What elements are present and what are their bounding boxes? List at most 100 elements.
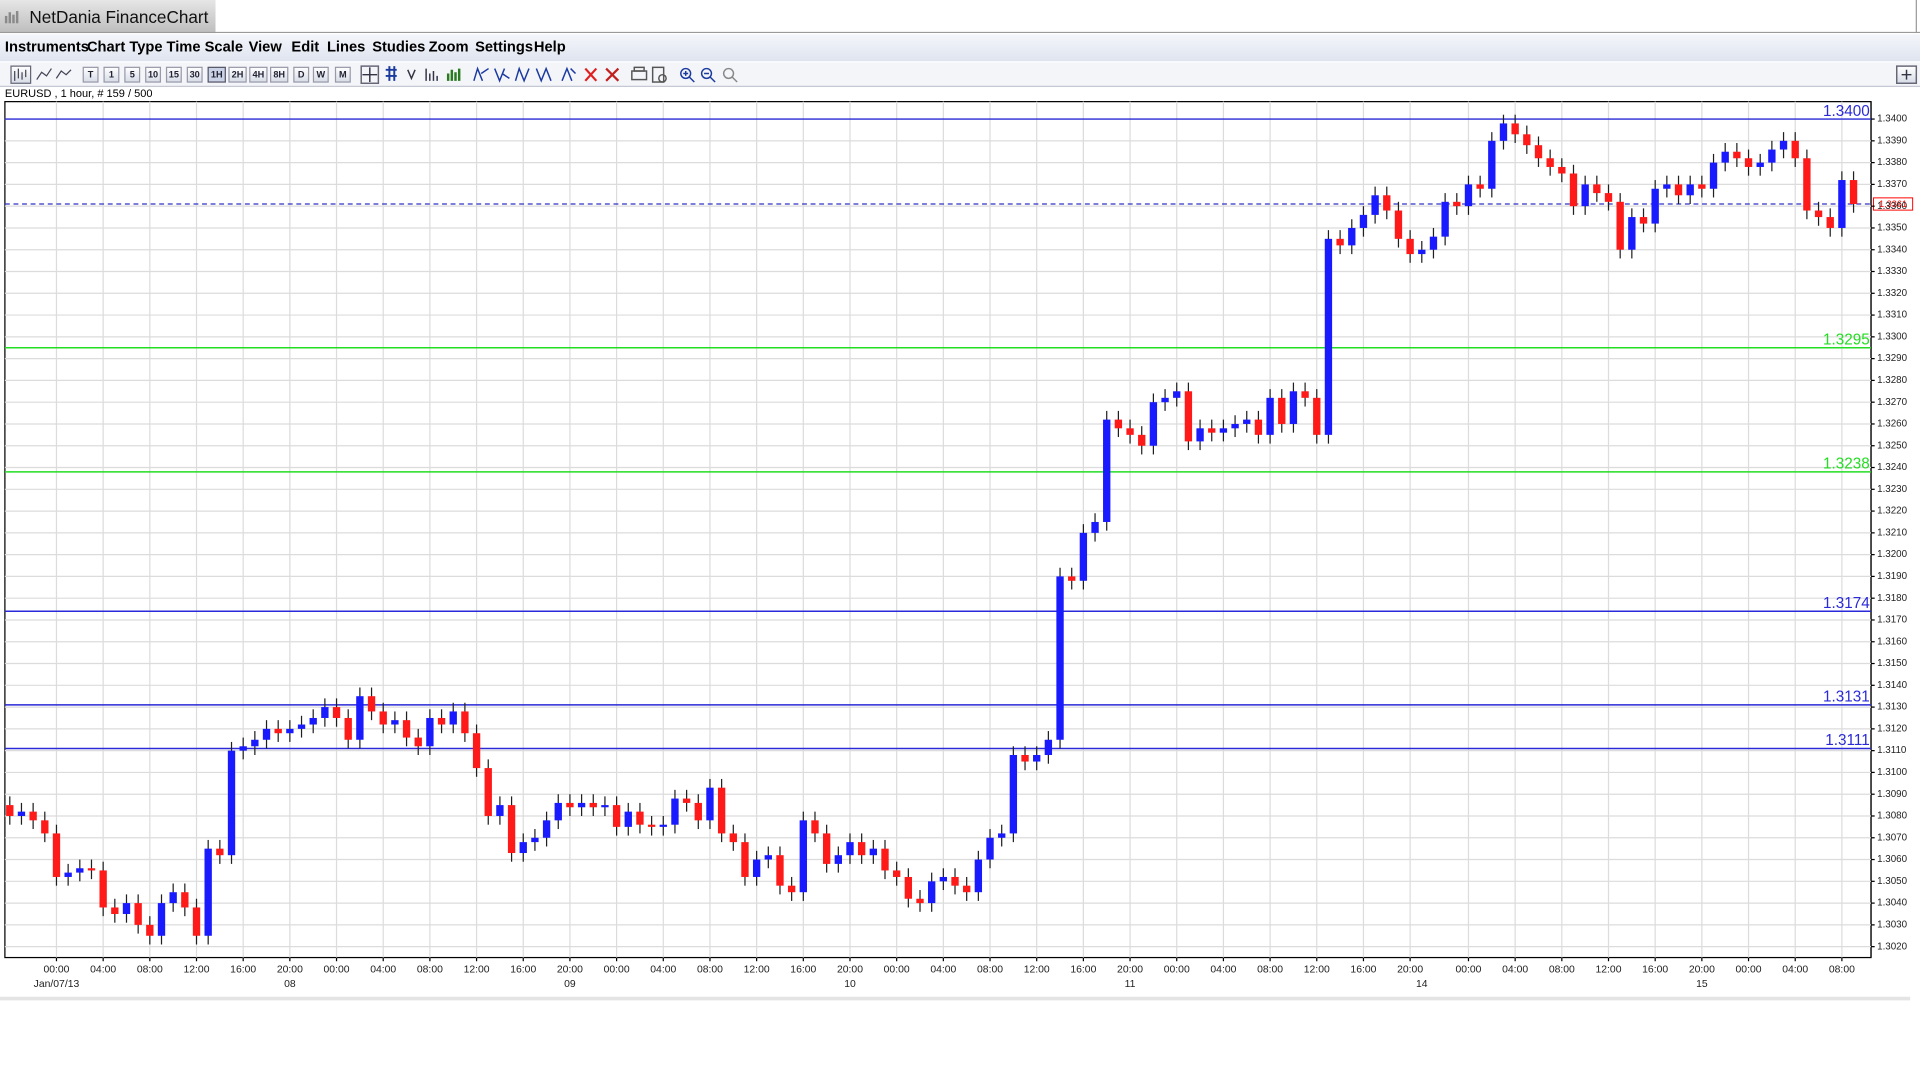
timescale-button[interactable]: 5 xyxy=(130,70,135,80)
candle-body xyxy=(869,848,878,856)
chart-type-buttons[interactable] xyxy=(10,65,72,84)
timescale-button[interactable]: 15 xyxy=(169,70,179,80)
menu-item[interactable]: Instruments xyxy=(5,40,89,56)
candle-body xyxy=(1313,397,1321,435)
menu-item[interactable]: Chart Type xyxy=(87,40,163,56)
menu-item[interactable]: Help xyxy=(534,40,566,56)
timescale-button[interactable]: 2H xyxy=(232,70,244,80)
candle-body xyxy=(507,805,516,854)
timescale-buttons[interactable] xyxy=(82,66,351,83)
timescale-button[interactable]: 1 xyxy=(109,70,114,80)
candle-body xyxy=(1826,217,1834,228)
x-tick-label: 04:00 xyxy=(930,965,956,976)
candle-body xyxy=(519,842,527,854)
timescale-button[interactable]: M xyxy=(339,70,347,80)
candle-body xyxy=(799,820,807,893)
menu-item[interactable]: Time Scale xyxy=(167,40,243,56)
y-tick-label: 1.3240 xyxy=(1877,462,1907,473)
x-tick-label: 04:00 xyxy=(1210,965,1236,976)
y-tick-label: 1.3120 xyxy=(1877,723,1907,734)
y-tick-label: 1.3130 xyxy=(1877,702,1907,713)
timescale-button[interactable]: T xyxy=(88,70,94,80)
candle-body xyxy=(1499,123,1508,141)
x-tick-label: 16:00 xyxy=(1070,965,1096,976)
menu-item[interactable]: Settings xyxy=(475,40,533,56)
candle-body xyxy=(1348,227,1356,246)
candle-body xyxy=(356,696,364,740)
candle-body xyxy=(776,855,784,886)
candle-body xyxy=(1138,434,1146,446)
x-tick-label: 00:00 xyxy=(1455,965,1481,976)
y-tick-label: 1.3260 xyxy=(1877,419,1907,430)
y-tick-label: 1.3330 xyxy=(1877,266,1907,277)
candle-body xyxy=(1429,236,1438,250)
menu-item[interactable]: Studies xyxy=(372,40,425,56)
timescale-button[interactable]: 1H xyxy=(211,70,223,80)
candle-body xyxy=(1103,419,1111,522)
candle-body xyxy=(437,717,446,725)
y-tick-label: 1.3300 xyxy=(1877,331,1907,342)
candle-body xyxy=(1651,188,1659,224)
timescale-button[interactable]: 10 xyxy=(148,70,158,80)
x-tick-label: 08:00 xyxy=(977,965,1003,976)
grid xyxy=(4,101,1872,958)
menu-item[interactable]: Zoom xyxy=(429,40,469,56)
candle-body xyxy=(134,903,142,925)
y-tick-label: 1.3200 xyxy=(1877,549,1907,560)
candle-body xyxy=(1686,184,1694,196)
level-label: 1.3295 xyxy=(1823,331,1870,348)
candle-body xyxy=(822,833,831,864)
x-tick-label: 16:00 xyxy=(1350,965,1376,976)
candle-body xyxy=(414,737,422,747)
candle-body xyxy=(1033,755,1041,762)
x-tick-label: 20:00 xyxy=(557,965,583,976)
timescale-button[interactable]: 8H xyxy=(273,70,285,80)
candle-body xyxy=(1359,214,1368,228)
candle-body xyxy=(1231,423,1239,429)
y-tick-label: 1.3190 xyxy=(1877,571,1907,582)
candle-body xyxy=(998,833,1006,838)
candle-body xyxy=(1744,158,1753,167)
candle-body xyxy=(741,842,749,877)
candle-body xyxy=(146,924,154,936)
candle-body xyxy=(1453,201,1461,207)
candle-body xyxy=(41,820,49,834)
x-tick-label: 00:00 xyxy=(324,965,350,976)
timescale-button[interactable]: D xyxy=(298,70,305,80)
x-tick-label: 08:00 xyxy=(697,965,723,976)
x-tick-label: 08:00 xyxy=(1549,965,1575,976)
y-tick-label: 1.3090 xyxy=(1877,789,1907,800)
timescale-button[interactable]: 4H xyxy=(253,70,265,80)
candles xyxy=(6,114,1858,945)
candle-body xyxy=(1523,134,1531,146)
date-label: 10 xyxy=(844,979,856,990)
candle-body xyxy=(99,870,107,908)
candle-body xyxy=(636,811,644,825)
candle-body xyxy=(461,711,469,734)
candle-body xyxy=(1639,217,1648,224)
tool-buttons[interactable] xyxy=(360,65,1918,84)
candle-body xyxy=(1196,428,1204,442)
y-tick-label: 1.3370 xyxy=(1877,179,1907,190)
y-tick-label: 1.3270 xyxy=(1877,397,1907,408)
x-tick-label: 08:00 xyxy=(1257,965,1283,976)
candle-body xyxy=(601,805,609,808)
level-label: 1.3131 xyxy=(1823,689,1870,706)
levels: 1.3400 1.3295 1.3238 1.3174 1.3131 1.3111 1.33… xyxy=(4,103,1914,750)
menu-item[interactable]: View xyxy=(249,40,283,56)
x-tick-label: 16:00 xyxy=(1642,965,1668,976)
timescale-button[interactable]: 30 xyxy=(190,70,200,80)
menu-item[interactable]: Lines xyxy=(327,40,365,56)
candle-body xyxy=(1464,184,1473,207)
candle-body xyxy=(1593,184,1601,194)
candle-body xyxy=(1406,238,1414,255)
candle-body xyxy=(1208,428,1216,433)
y-tick-label: 1.3080 xyxy=(1877,811,1907,822)
candle-body xyxy=(76,868,84,873)
timescale-button[interactable]: W xyxy=(316,70,325,80)
candle-body xyxy=(29,811,37,821)
candle-body xyxy=(1663,184,1671,189)
candle-body xyxy=(589,802,597,808)
menu-item[interactable]: Edit xyxy=(291,40,319,56)
candle-body xyxy=(706,787,714,821)
